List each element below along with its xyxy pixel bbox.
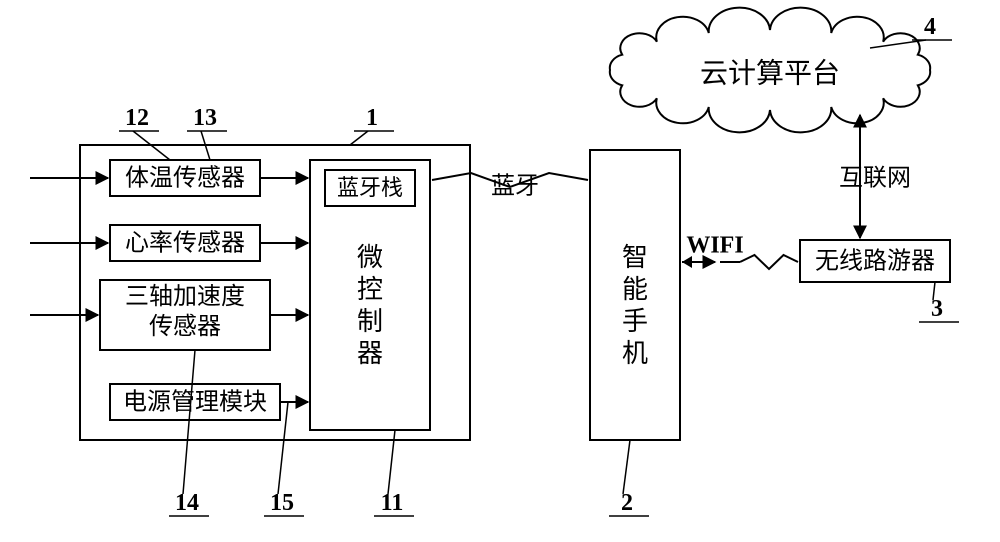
wireless-router-label: 无线路游器 (815, 248, 935, 275)
zigzag-wifi (740, 255, 798, 269)
callout-2: 2 (621, 490, 633, 516)
smartphone-label-char-2: 手 (622, 307, 648, 336)
accel-sensor-label-1: 三轴加速度 (125, 283, 245, 310)
block-diagram: 体温传感器心率传感器电源管理模块三轴加速度传感器 微控制器 蓝牙栈智能手机 无线路游器… (0, 0, 1000, 542)
label-bluetooth: 蓝牙 (491, 173, 539, 200)
callout-leader-2 (623, 440, 630, 494)
smartphone-label-char-3: 机 (622, 339, 648, 368)
microcontroller-label-char-0: 微 (357, 243, 383, 272)
accel-sensor-label-2: 传感器 (149, 313, 221, 340)
microcontroller-label-char-2: 制 (357, 307, 383, 336)
power-module-label: 电源管理模块 (123, 389, 267, 416)
cloud-label: 云计算平台 (700, 57, 840, 89)
bt-stack-label: 蓝牙栈 (337, 175, 403, 200)
callout-14: 14 (175, 490, 199, 516)
callout-15: 15 (270, 490, 294, 516)
callout-3: 3 (931, 296, 943, 322)
microcontroller-label-char-1: 控 (357, 275, 383, 304)
microcontroller-label-char-3: 器 (357, 339, 383, 368)
callout-leader-1 (350, 131, 368, 145)
label-wifi: WIFI (686, 233, 743, 259)
temp-sensor-label: 体温传感器 (125, 165, 245, 192)
smartphone-label-char-1: 能 (622, 275, 648, 304)
hr-sensor-label: 心率传感器 (125, 230, 245, 257)
callout-12: 12 (125, 105, 149, 131)
label-internet: 互联网 (839, 165, 911, 192)
callout-11: 11 (381, 490, 404, 516)
smartphone-label-char-0: 智 (622, 243, 648, 272)
callout-13: 13 (193, 105, 217, 131)
callout-4: 4 (924, 14, 936, 40)
callout-1: 1 (366, 105, 378, 131)
